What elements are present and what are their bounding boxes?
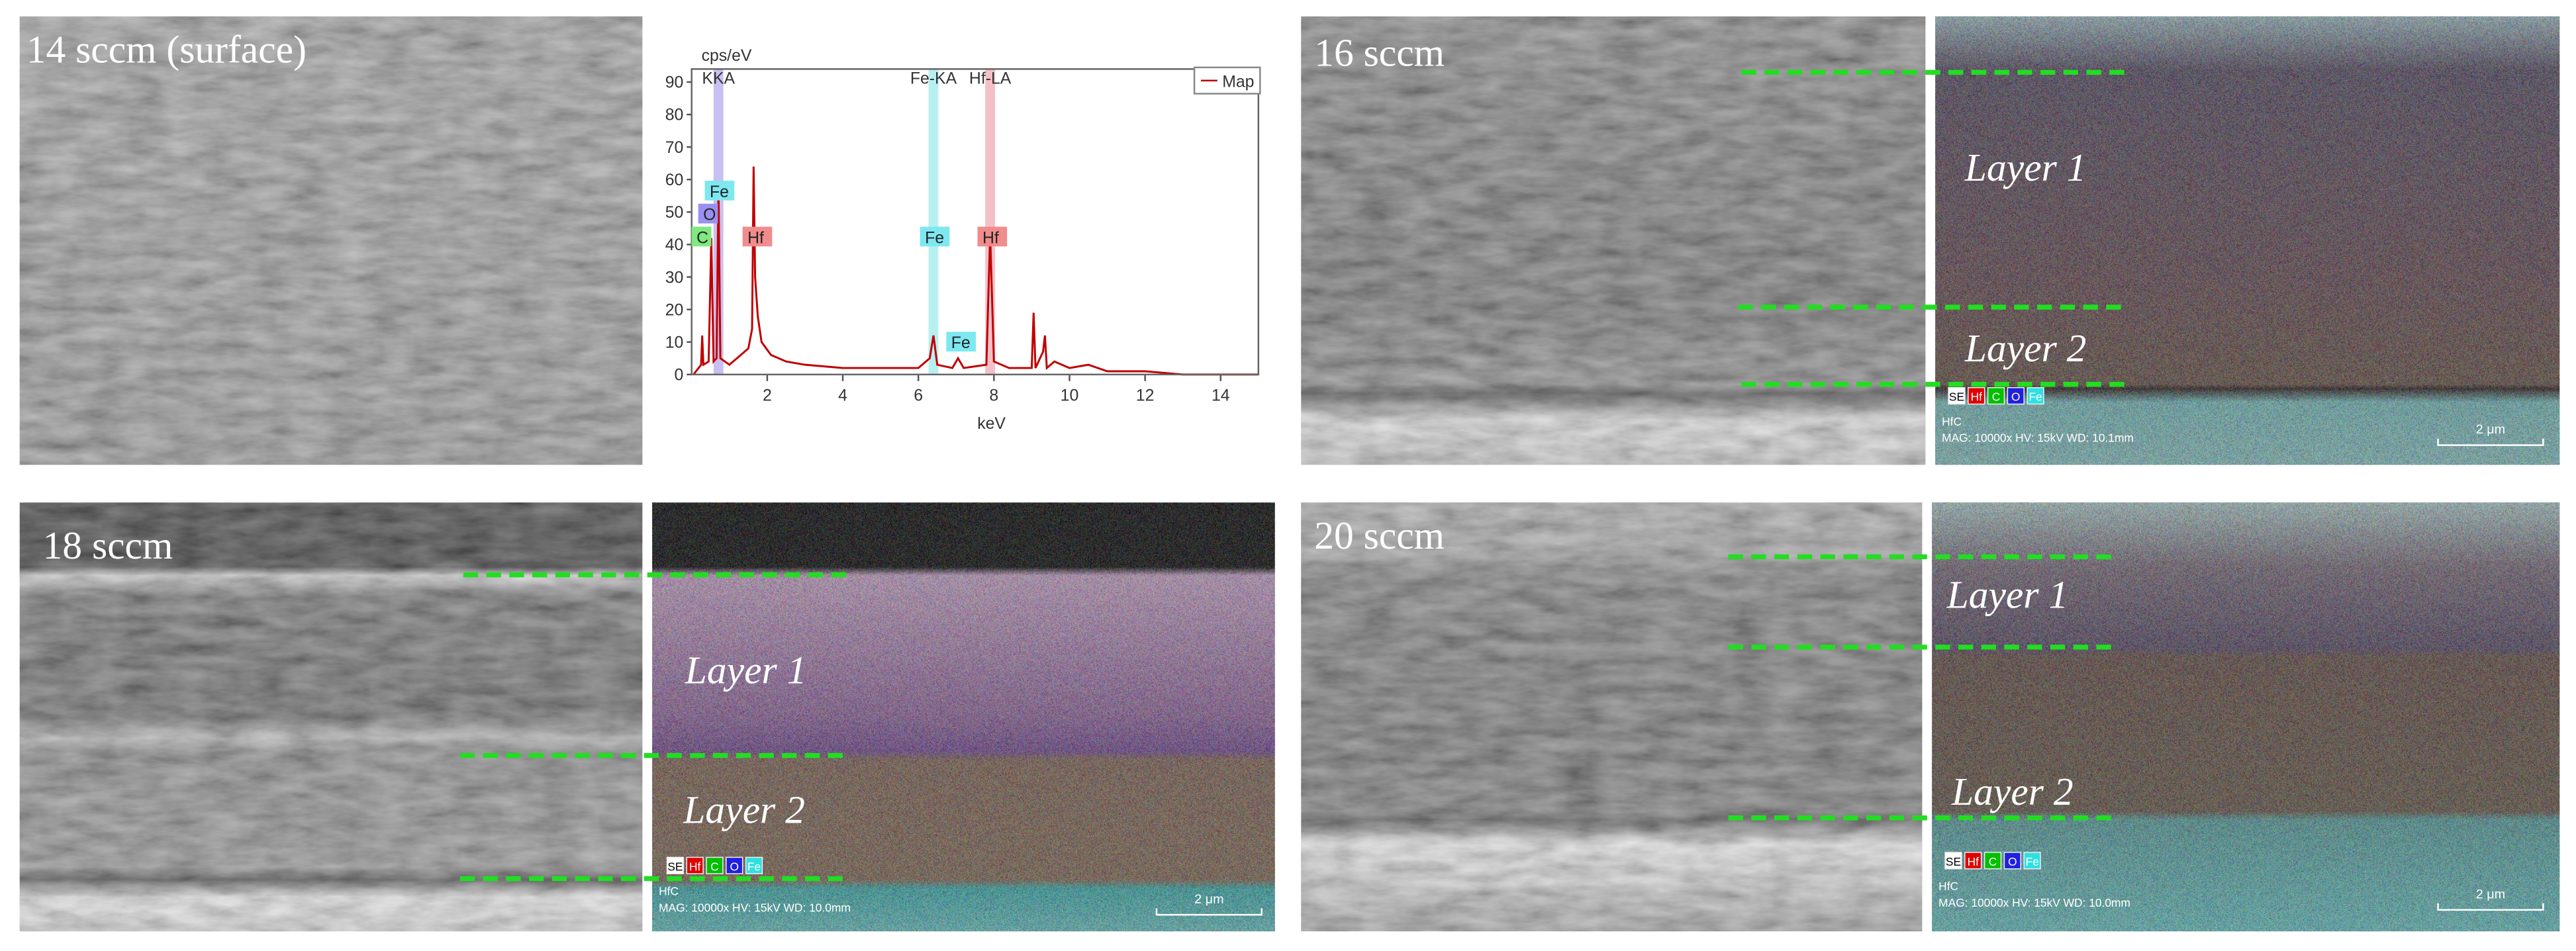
sem-texture [1301, 502, 1923, 932]
scale-bar [2437, 438, 2544, 446]
element-legend-box [1948, 386, 1966, 405]
element-legend-label: SE [1946, 855, 1961, 868]
scale-bar [1155, 908, 1263, 916]
element-legend-label: Fe [747, 860, 761, 873]
element-legend-label: Fe [2028, 390, 2042, 404]
element-legend-label: C [1989, 855, 1997, 868]
scale-label: 2 μm [2476, 422, 2506, 437]
peak-tag: C [696, 229, 708, 247]
element-band [928, 69, 939, 375]
element-legend-box [2007, 386, 2025, 405]
peak-tag-box [977, 226, 1008, 247]
x-tick-label: 2 [763, 387, 772, 405]
peak-tag: Fe [925, 229, 944, 247]
element-legend-label: C [1992, 390, 2001, 404]
spectrum-line [692, 166, 1259, 376]
peak-tag-box [946, 332, 977, 352]
peak-tag: Fe [710, 183, 729, 201]
layer-label: Layer 1 [1946, 572, 2069, 616]
element-legend-label: SE [1949, 390, 1964, 404]
x-tick-label: 4 [838, 387, 847, 405]
y-tick-label: 40 [665, 236, 684, 254]
element-legend-box [1983, 852, 2002, 870]
sem-texture [1301, 16, 1926, 465]
y-tick-label: 80 [665, 107, 684, 124]
element-legend-label: O [2011, 390, 2021, 404]
element-legend-label: Hf [1968, 855, 1980, 868]
y-tick-label: 20 [665, 301, 684, 319]
sem-info: MAG: 10000x HV: 15kV WD: 10.1mm [1942, 431, 2134, 445]
element-legend-box [2023, 852, 2041, 870]
x-tick-label: 6 [914, 387, 923, 405]
panel-label: 20 sccm [1314, 514, 1445, 557]
scale-bar [2437, 903, 2544, 911]
element-legend-box [726, 856, 743, 875]
element-legend-label: SE [667, 860, 683, 873]
x-tick-label: 12 [1136, 387, 1155, 405]
panel-label: 16 sccm [1314, 30, 1445, 74]
layer-label: Layer 1 [685, 648, 807, 692]
x-tick-label: 8 [989, 387, 998, 405]
y-axis-label: cps/eV [702, 47, 752, 65]
panel-label: 18 sccm [43, 523, 173, 567]
peak-tag: Hf [747, 229, 764, 247]
y-tick-label: 10 [665, 334, 684, 351]
sem-info: MAG: 10000x HV: 15kV WD: 10.0mm [659, 901, 851, 914]
element-legend-box [1987, 386, 2005, 405]
peak-tag: O [703, 206, 716, 224]
peak-tag-box [742, 226, 773, 247]
layer-label: Layer 2 [683, 788, 805, 831]
x-axis-label: keV [977, 415, 1006, 433]
panel-label: 14 sccm (surface) [26, 27, 307, 71]
element-legend-box [1964, 852, 1982, 870]
element-legend-box [1968, 386, 1985, 405]
peak-tag: Hf [982, 229, 999, 247]
peak-tag: Fe [951, 334, 971, 352]
sample-name: HfC [1942, 415, 1962, 428]
element-legend-box [706, 856, 724, 875]
element-legend-label: Hf [689, 860, 701, 873]
scale-label: 2 μm [1194, 892, 1224, 907]
element-legend-box [686, 856, 704, 875]
element-legend-box [2003, 852, 2021, 870]
element-legend-box [1944, 852, 1962, 870]
peak-tag-box [691, 226, 712, 247]
plot-frame [691, 68, 1260, 376]
y-tick-label: 50 [665, 204, 684, 222]
element-legend-label: O [730, 860, 739, 873]
spectrum-background [649, 16, 1274, 465]
sem-info: MAG: 10000x HV: 15kV WD: 10.0mm [1938, 896, 2130, 909]
element-legend-label: O [2008, 855, 2017, 868]
peak-tag-box [920, 226, 950, 247]
y-tick-label: 90 [665, 74, 684, 92]
element-legend-box [666, 856, 685, 875]
scale-label: 2 μm [2476, 887, 2506, 901]
sem-texture [19, 16, 643, 465]
sample-name: HfC [1938, 880, 1958, 893]
element-line-label: KKA [702, 70, 735, 88]
element-legend-box [2027, 386, 2044, 405]
element-line-label: Fe-KA [910, 70, 957, 88]
x-tick-label: 10 [1061, 387, 1079, 405]
element-legend-label: Hf [1971, 390, 1983, 404]
y-tick-label: 0 [675, 367, 684, 385]
y-tick-label: 60 [665, 171, 684, 189]
y-tick-label: 70 [665, 139, 684, 157]
peak-tag-box [704, 181, 735, 201]
legend-label: Map [1222, 73, 1254, 91]
sample-name: HfC [659, 885, 679, 898]
layer-label: Layer 2 [1951, 770, 2074, 813]
element-line-label: Hf-LA [969, 70, 1012, 88]
layer-label: Layer 2 [1964, 326, 2087, 370]
layer-label: Layer 1 [1964, 146, 2087, 189]
element-legend-label: Fe [2025, 855, 2038, 868]
x-tick-label: 14 [1212, 387, 1230, 405]
peak-tag-box [698, 203, 718, 224]
element-legend-label: C [710, 860, 719, 873]
y-tick-label: 30 [665, 269, 684, 287]
element-legend-box [745, 856, 763, 875]
